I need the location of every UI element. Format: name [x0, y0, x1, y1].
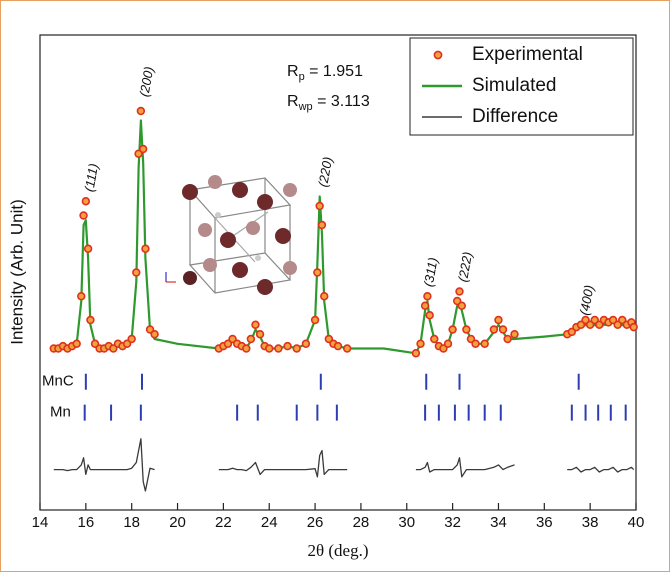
stat-symbol: R: [287, 63, 299, 80]
x-tick-label: 32: [444, 514, 461, 531]
data-point: [301, 339, 311, 348]
stat-value: = 3.113: [313, 93, 370, 110]
peak-label: (111): [81, 162, 101, 193]
data-point: [420, 301, 430, 310]
x-tick-label: 14: [32, 514, 49, 531]
data-point: [443, 339, 453, 348]
data-point: [498, 325, 508, 334]
data-point: [333, 341, 343, 351]
peak-label: (222): [455, 251, 475, 284]
data-point: [265, 344, 274, 353]
data-point: [246, 334, 256, 344]
phase-label: MnC: [42, 373, 74, 390]
x-tick-label: 40: [628, 514, 645, 531]
stat-symbol: R: [287, 93, 299, 110]
fit-statistic: Rp = 1.951: [287, 63, 363, 83]
data-point: [510, 330, 519, 339]
peak-label: (311): [421, 256, 441, 288]
x-tick-label: 34: [490, 514, 507, 531]
x-axis-label: 2θ (deg.): [307, 541, 368, 560]
data-point: [455, 287, 464, 296]
data-point: [79, 211, 88, 220]
data-point: [72, 339, 81, 348]
stat-subscript: p: [299, 71, 305, 83]
series-line: [53, 438, 635, 492]
data-point: [274, 344, 283, 353]
plot-frame: [39, 34, 637, 511]
data-point: [136, 106, 146, 116]
data-point: [150, 330, 159, 339]
x-tick-label: 24: [261, 514, 278, 531]
data-point: [489, 325, 499, 334]
data-point: [471, 339, 480, 348]
data-point: [138, 144, 148, 154]
data-point: [255, 330, 265, 339]
x-tick-label: 38: [582, 514, 599, 531]
crystal-structure-inset: [165, 175, 297, 295]
data-point: [494, 315, 503, 325]
y-axis-label: Intensity (Arb. Unit): [7, 199, 26, 345]
data-point: [81, 197, 91, 206]
data-point: [86, 315, 95, 325]
fit-statistic: Rwp = 3.113: [287, 93, 370, 113]
x-tick-label: 16: [78, 514, 95, 531]
legend-label: Simulated: [472, 75, 557, 96]
x-tick-label: 22: [215, 514, 232, 531]
data-point: [283, 341, 292, 351]
x-tick-label: 20: [169, 514, 186, 531]
data-point: [503, 334, 512, 344]
data-point: [310, 315, 320, 325]
data-point: [430, 334, 439, 344]
legend-marker: [433, 50, 443, 60]
data-point: [77, 292, 86, 301]
x-tick-label: 28: [353, 514, 370, 531]
data-point: [313, 268, 322, 277]
legend-label: Experimental: [472, 44, 583, 65]
x-tick-label: 18: [123, 514, 140, 531]
data-point: [132, 268, 141, 277]
peak-label: (220): [315, 156, 335, 189]
stat-subscript: wp: [298, 101, 313, 113]
data-point: [320, 292, 329, 301]
data-point: [83, 244, 93, 253]
data-point: [411, 349, 421, 358]
peak-label: (200): [136, 65, 156, 98]
x-tick-label: 30: [398, 514, 415, 531]
data-point: [292, 344, 301, 353]
data-point: [342, 344, 352, 353]
stat-value: = 1.951: [305, 63, 363, 80]
data-point: [141, 244, 150, 253]
data-point: [457, 301, 466, 310]
data-point: [416, 339, 425, 348]
data-point: [480, 339, 489, 348]
peak-label: (400): [577, 284, 597, 317]
data-point: [448, 325, 457, 334]
data-point: [127, 334, 136, 344]
x-tick-label: 36: [536, 514, 553, 531]
data-point: [423, 292, 432, 301]
data-point: [315, 201, 324, 211]
data-point: [629, 322, 638, 332]
data-point: [242, 344, 251, 353]
data-point: [317, 220, 327, 230]
phase-label: Mn: [50, 404, 71, 421]
data-point: [425, 311, 434, 320]
data-point: [251, 320, 260, 329]
legend-label: Difference: [472, 106, 558, 127]
data-point: [462, 325, 471, 334]
x-tick-label: 26: [307, 514, 324, 531]
